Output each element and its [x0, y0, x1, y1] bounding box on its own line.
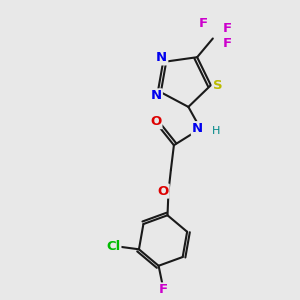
Text: N: N: [156, 51, 167, 64]
Text: N: N: [192, 122, 203, 135]
Text: O: O: [150, 115, 161, 128]
Text: S: S: [213, 79, 222, 92]
Text: F: F: [223, 38, 232, 50]
Text: F: F: [158, 284, 167, 296]
Text: O: O: [158, 184, 169, 198]
Text: N: N: [151, 89, 162, 102]
Text: Cl: Cl: [106, 240, 120, 254]
Text: H: H: [212, 126, 220, 136]
Text: F: F: [199, 17, 208, 30]
Text: F: F: [223, 22, 232, 35]
